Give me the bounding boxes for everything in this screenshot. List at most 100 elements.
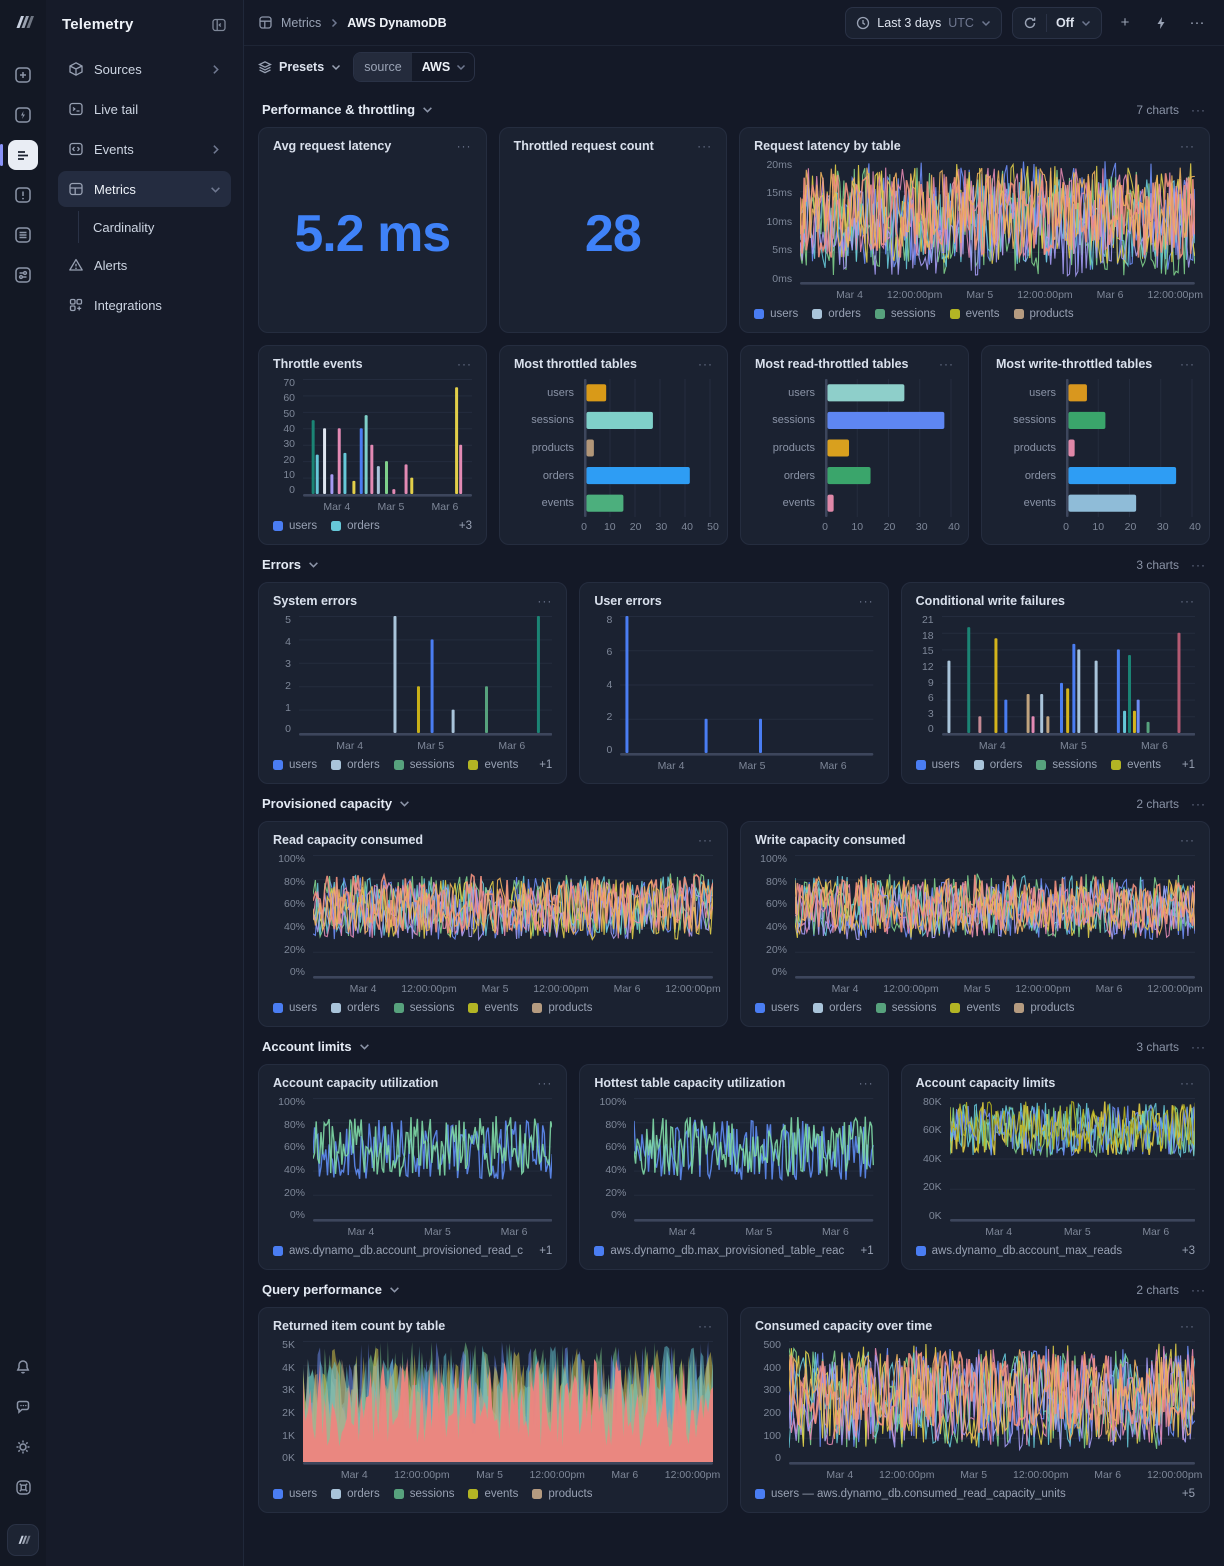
- section-more-icon[interactable]: ···: [1191, 796, 1206, 811]
- sidebar-item-cardinality[interactable]: Cardinality: [78, 211, 231, 243]
- legend-item[interactable]: orders: [812, 308, 861, 320]
- chart-more-icon[interactable]: ···: [456, 139, 472, 153]
- legend-item[interactable]: orders: [813, 1002, 862, 1014]
- chart-plot-area[interactable]: [634, 1098, 874, 1222]
- sidebar-item-sources[interactable]: Sources: [58, 51, 231, 87]
- feedback-icon[interactable]: [8, 1392, 38, 1422]
- sidebar-item-metrics[interactable]: Metrics: [58, 171, 231, 207]
- chart-more-icon[interactable]: ···: [1180, 1076, 1195, 1090]
- legend-item[interactable]: aws.dynamo_db.account_max_reads: [915, 1245, 1122, 1257]
- legend-item[interactable]: users — aws.dynamo_db.consumed_read_capa…: [755, 1488, 1066, 1500]
- sidebar-item-events[interactable]: Events: [58, 131, 231, 167]
- refresh-control[interactable]: Off: [1011, 6, 1102, 39]
- section-more-icon[interactable]: ···: [1191, 102, 1206, 117]
- lightning-icon[interactable]: [8, 100, 38, 130]
- breadcrumb-metrics[interactable]: Metrics: [281, 15, 322, 30]
- chart-more-icon[interactable]: ···: [858, 1076, 874, 1090]
- chart-more-icon[interactable]: ···: [697, 139, 713, 153]
- legend-item[interactable]: products: [532, 1488, 592, 1500]
- legend-item[interactable]: events: [949, 308, 1000, 320]
- chart-more-icon[interactable]: ···: [1179, 139, 1195, 153]
- chart-more-icon[interactable]: ···: [939, 357, 954, 371]
- add-chart-button[interactable]: +: [1120, 14, 1130, 31]
- legend-item[interactable]: events: [468, 1488, 518, 1500]
- chart-plot-area[interactable]: [584, 379, 713, 517]
- legend-item[interactable]: users: [754, 308, 798, 320]
- section-more-icon[interactable]: ···: [1191, 557, 1206, 572]
- chevron-down-icon[interactable]: [399, 798, 410, 809]
- sidebar-item-alerts[interactable]: Alerts: [58, 247, 231, 283]
- legend-item[interactable]: sessions: [393, 1488, 454, 1500]
- shortcuts-icon[interactable]: [8, 1472, 38, 1502]
- legend-item[interactable]: users: [755, 1002, 799, 1014]
- chart-more-icon[interactable]: ···: [1180, 833, 1195, 847]
- chart-plot-area[interactable]: [941, 616, 1195, 736]
- sidebar-item-live-tail[interactable]: Live tail: [58, 91, 231, 127]
- section-more-icon[interactable]: ···: [1191, 1039, 1206, 1054]
- legend-item[interactable]: events: [950, 1002, 1000, 1014]
- chart-more-icon[interactable]: ···: [537, 594, 553, 608]
- chart-more-icon[interactable]: ···: [1180, 357, 1195, 371]
- legend-item[interactable]: sessions: [393, 759, 454, 771]
- chart-more-icon[interactable]: ···: [1180, 594, 1195, 608]
- legend-item[interactable]: sessions: [875, 1002, 936, 1014]
- chart-plot-area[interactable]: [795, 855, 1195, 979]
- chart-more-icon[interactable]: ···: [1180, 1319, 1195, 1333]
- legend-item[interactable]: events: [1111, 759, 1161, 771]
- chart-plot-area[interactable]: [800, 161, 1195, 285]
- chart-plot-area[interactable]: [303, 379, 472, 497]
- legend-item[interactable]: products: [1013, 308, 1074, 320]
- chart-plot-area[interactable]: [1066, 379, 1195, 517]
- chart-plot-area[interactable]: [620, 616, 874, 756]
- legend-item[interactable]: products: [532, 1002, 592, 1014]
- legend-item[interactable]: aws.dynamo_db.max_provisioned_table_reac: [594, 1245, 844, 1257]
- chart-more-icon[interactable]: ···: [457, 357, 472, 371]
- chevron-down-icon[interactable]: [389, 1284, 400, 1295]
- chart-more-icon[interactable]: ···: [698, 833, 713, 847]
- legend-item[interactable]: users: [273, 520, 317, 532]
- chart-plot-area[interactable]: [303, 1341, 713, 1465]
- bell-icon[interactable]: [8, 1352, 38, 1382]
- quick-actions-icon[interactable]: [1148, 10, 1174, 36]
- legend-item[interactable]: sessions: [874, 308, 936, 320]
- legend-item[interactable]: events: [468, 1002, 518, 1014]
- more-options-icon[interactable]: ···: [1189, 14, 1205, 31]
- chart-plot-area[interactable]: [313, 1098, 553, 1222]
- legend-item[interactable]: products: [1014, 1002, 1074, 1014]
- legend-item[interactable]: orders: [331, 759, 380, 771]
- time-range-select[interactable]: Last 3 days UTC: [845, 6, 1002, 39]
- chart-more-icon[interactable]: ···: [858, 594, 874, 608]
- chart-plot-area[interactable]: [949, 1098, 1195, 1222]
- alerts-rail-icon[interactable]: [8, 180, 38, 210]
- legend-item[interactable]: orders: [331, 1002, 380, 1014]
- legend-item[interactable]: events: [468, 759, 518, 771]
- logs-rail-icon[interactable]: [8, 220, 38, 250]
- chevron-down-icon[interactable]: [308, 559, 319, 570]
- workspace-avatar[interactable]: [7, 1524, 39, 1556]
- source-filter-chip[interactable]: source AWS: [353, 52, 476, 82]
- chart-plot-area[interactable]: [789, 1341, 1195, 1465]
- settings-rail-icon[interactable]: [8, 260, 38, 290]
- chart-plot-area[interactable]: [313, 855, 713, 979]
- legend-item[interactable]: users: [273, 759, 317, 771]
- chart-more-icon[interactable]: ···: [698, 1319, 713, 1333]
- legend-item[interactable]: users: [915, 759, 960, 771]
- dashboards-icon[interactable]: [0, 140, 38, 170]
- legend-item[interactable]: users: [273, 1488, 317, 1500]
- theme-icon[interactable]: [8, 1432, 38, 1462]
- sidebar-item-integrations[interactable]: Integrations: [58, 287, 231, 323]
- presets-button[interactable]: Presets: [258, 60, 341, 74]
- section-more-icon[interactable]: ···: [1191, 1282, 1206, 1297]
- chart-plot-area[interactable]: [825, 379, 954, 517]
- chart-more-icon[interactable]: ···: [537, 1076, 553, 1090]
- legend-item[interactable]: users: [273, 1002, 317, 1014]
- collapse-sidebar-icon[interactable]: [211, 17, 227, 33]
- chevron-down-icon[interactable]: [422, 104, 433, 115]
- legend-item[interactable]: orders: [973, 759, 1022, 771]
- legend-item[interactable]: sessions: [393, 1002, 454, 1014]
- legend-item[interactable]: orders: [331, 520, 380, 532]
- chart-plot-area[interactable]: [299, 616, 553, 736]
- add-source-icon[interactable]: [8, 60, 38, 90]
- chart-more-icon[interactable]: ···: [698, 357, 713, 371]
- chevron-down-icon[interactable]: [359, 1041, 370, 1052]
